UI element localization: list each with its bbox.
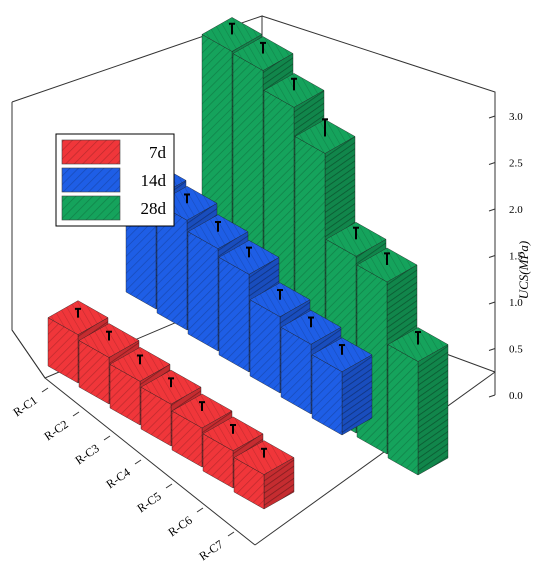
category-label: R-C5 <box>134 489 163 515</box>
category-label: R-C3 <box>72 441 101 467</box>
bars <box>47 17 449 510</box>
z-tick <box>488 208 496 212</box>
bar <box>233 440 295 510</box>
z-tick <box>488 115 496 119</box>
z-tick-label: 2.5 <box>509 158 523 170</box>
legend: 7d 14d 28d <box>55 133 175 227</box>
z-tick-label: 2.0 <box>509 204 523 216</box>
bar <box>311 337 373 436</box>
legend-label: 28d <box>141 199 167 218</box>
z-tick-label: 0.5 <box>509 344 523 356</box>
z-tick <box>488 394 496 398</box>
z-tick <box>488 162 496 165</box>
z-tick <box>488 301 496 305</box>
z-axis-label: UCS(MPa) <box>516 241 531 300</box>
category-label: R-C4 <box>103 465 132 491</box>
z-tick-label: 1.5 <box>509 251 523 263</box>
category-label: R-C7 <box>196 537 225 563</box>
category-label: R-C1 <box>10 393 39 419</box>
z-tick-label: 1.0 <box>509 297 523 309</box>
z-tick <box>488 255 496 258</box>
legend-label: 7d <box>149 143 167 162</box>
legend-label: 14d <box>141 171 167 190</box>
category-label: R-C2 <box>41 417 70 443</box>
z-tick-label: 3.0 <box>509 111 523 123</box>
category-label: R-C6 <box>165 513 194 539</box>
z-tick <box>488 348 496 351</box>
z-axis: 0.0 0.5 1.0 1.5 2.0 2.5 3.0 <box>488 102 523 402</box>
z-tick-label: 0.0 <box>509 390 523 402</box>
bar <box>387 327 449 476</box>
